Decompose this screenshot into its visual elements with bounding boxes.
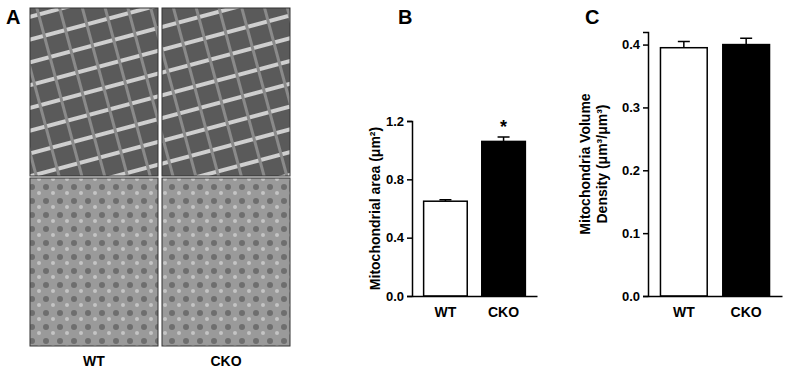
tick-label: 0.2 [622,163,640,178]
error-bar [498,137,510,141]
tick-label: 0.0 [622,289,640,304]
tick-mark [407,121,412,123]
bar [723,45,770,296]
error-bar [740,38,752,44]
figure: A B C WT CKO 0.0 0.4 0.8 1.2 WT CKO Mitochondrial a… [0,0,800,386]
tick: 0.4 [622,37,648,52]
axis-line [649,296,783,298]
tick: 0.3 [622,100,648,115]
x-axis: WT CKO [413,296,538,320]
tick-mark [643,107,648,109]
image-label: CKO [210,353,241,369]
tick: WT [435,296,457,320]
axis-line [413,296,538,298]
tick-label: 0.4 [386,230,405,245]
panel-label: B [398,6,412,28]
tick: 0.8 [386,172,412,187]
axis-line [643,33,649,297]
y-axis: 0.0 0.4 0.8 1.2 [386,114,413,304]
tick: CKO [488,296,519,320]
axis-title: Mitochondrial area (μm²) [367,127,383,290]
tick-label: 0.8 [386,172,404,187]
error-bar [439,200,451,201]
tick-mark [643,233,648,235]
bar [660,48,707,296]
tick-mark [407,237,412,239]
tick-label: 0.3 [622,100,640,115]
annotation: * [500,117,507,137]
micrograph [162,178,290,346]
x-axis: WT CKO [649,296,783,320]
tick-mark [643,170,648,172]
axis-title: Density (μm³/μm³) [594,104,610,223]
tick: 0.0 [386,289,412,304]
tick-mark [407,296,412,298]
panel-label: C [585,6,599,28]
tick-label: 0.0 [386,289,404,304]
chart: 0.0 0.4 0.8 1.2 WT CKO Mitochondrial area (μm²… [367,114,538,321]
axis-title: Mitochondria Volume [577,93,593,235]
tick-mark [643,44,648,46]
micrograph [30,178,158,346]
plot-area [424,137,526,296]
error-bar [678,41,690,47]
tick: 0.1 [622,226,648,241]
bar [482,141,526,296]
axis-line [407,122,413,297]
tick-mark [643,296,648,298]
tick-label: WT [673,304,695,320]
y-axis: 0.0 0.1 0.2 0.3 0.4 [622,33,649,304]
micrograph [30,8,158,176]
panel-label: A [6,6,20,28]
tick: WT [673,296,695,320]
tick: 0.0 [622,289,648,304]
tick: 0.4 [386,230,412,245]
plot-area [660,38,769,296]
image-label: WT [83,353,105,369]
chart: 0.0 0.1 0.2 0.3 0.4 WT CKO Mitochondria VolumeD… [577,33,783,321]
tick: 0.2 [622,163,648,178]
tick-label: CKO [488,304,519,320]
micrograph [162,8,290,176]
tick: 1.2 [386,114,412,129]
tick-label: 1.2 [386,114,404,129]
tick-label: 0.1 [622,226,640,241]
tick-label: WT [435,304,457,320]
tick: CKO [731,296,762,320]
tick-mark [407,179,412,181]
bar [424,201,468,296]
tick-label: CKO [731,304,762,320]
tick-label: 0.4 [622,37,641,52]
